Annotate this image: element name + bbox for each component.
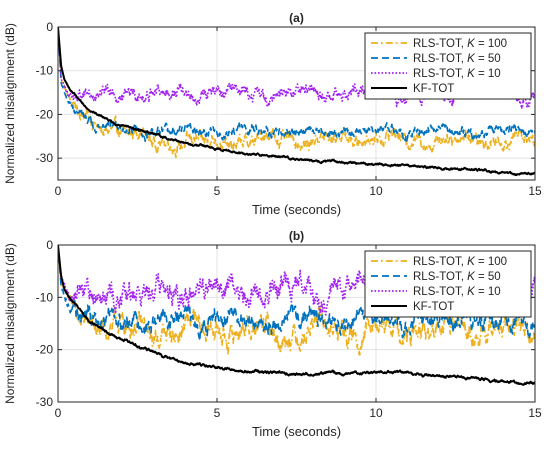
chart-panel-1: 0 5 10 15 0 -10 -20 -30 (a) Time (seconds) Normali… xyxy=(3,11,542,217)
axes-box xyxy=(57,26,536,181)
y-tick-label: -20 xyxy=(36,107,54,121)
y-tick-label: 0 xyxy=(46,238,53,252)
legend-label-suffix: = 10 xyxy=(475,68,501,80)
x-tick-label: 0 xyxy=(55,406,62,420)
legend-label-prefix: KF-TOT xyxy=(413,301,454,313)
legend-label-prefix: RLS-TOT, xyxy=(413,286,467,298)
legend-label-k: K xyxy=(467,256,476,268)
legend-label-suffix: = 50 xyxy=(475,271,501,283)
legend-label-prefix: RLS-TOT, xyxy=(413,53,467,65)
legend-label-k: K xyxy=(467,68,476,80)
legend-label-suffix: = 10 xyxy=(475,286,501,298)
legend-label-1: RLS-TOT, K = 100 xyxy=(413,38,507,50)
legend-label-k: K xyxy=(467,286,476,298)
series-line-1 xyxy=(58,27,535,159)
x-tick-label: 10 xyxy=(369,406,383,420)
legend-label-suffix: = 100 xyxy=(475,38,507,50)
chart-title: (a) xyxy=(289,11,304,25)
legend-label-k: K xyxy=(467,53,476,65)
chart-panel-2: 0 5 10 15 0 -10 -20 -30 (b) Time (seconds) Normali… xyxy=(3,229,542,439)
legend-label-3: RLS-TOT, K = 10 xyxy=(413,286,501,298)
legend-label-prefix: RLS-TOT, xyxy=(413,271,467,283)
x-tick-label: 10 xyxy=(369,184,383,198)
legend-label-1: RLS-TOT, K = 100 xyxy=(413,256,507,268)
y-tick-label: 0 xyxy=(46,20,53,34)
y-tick-label: -10 xyxy=(36,290,54,304)
legend-label-3: RLS-TOT, K = 10 xyxy=(413,68,501,80)
legend-label-4: KF-TOT xyxy=(413,83,454,95)
legend-label-suffix: = 50 xyxy=(475,53,501,65)
legend-label-2: RLS-TOT, K = 50 xyxy=(413,53,501,65)
x-axis-label: Time (seconds) xyxy=(252,202,341,217)
x-tick-label: 5 xyxy=(214,406,221,420)
series-line-4 xyxy=(58,27,535,177)
y-tick-label: -10 xyxy=(36,64,54,78)
legend-label-2: RLS-TOT, K = 50 xyxy=(413,271,501,283)
legend-label-k: K xyxy=(467,38,476,50)
x-tick-label: 15 xyxy=(528,184,542,198)
legend-label-prefix: KF-TOT xyxy=(413,83,454,95)
chart-title: (b) xyxy=(289,229,304,243)
y-tick-label: -30 xyxy=(36,151,54,165)
legend-label-prefix: RLS-TOT, xyxy=(413,68,467,80)
axes-box xyxy=(57,244,536,403)
y-tick-label: -20 xyxy=(36,343,54,357)
legend-label-suffix: = 100 xyxy=(475,256,507,268)
x-tick-label: 0 xyxy=(55,184,62,198)
series-line-2 xyxy=(58,27,535,143)
x-tick-label: 5 xyxy=(214,184,221,198)
legend-label-4: KF-TOT xyxy=(413,301,454,313)
x-tick-label: 15 xyxy=(528,406,542,420)
y-tick-label: -30 xyxy=(36,395,54,409)
series-line-2 xyxy=(58,245,535,342)
series-line-4 xyxy=(58,245,535,386)
legend-label-prefix: RLS-TOT, xyxy=(413,256,467,268)
legend-label-prefix: RLS-TOT, xyxy=(413,38,467,50)
y-axis-label: Normalized misalignment (dB) xyxy=(3,23,17,184)
x-axis-label: Time (seconds) xyxy=(252,424,341,439)
y-axis-label: Normalized misalignment (dB) xyxy=(3,243,17,404)
legend-label-k: K xyxy=(467,271,476,283)
